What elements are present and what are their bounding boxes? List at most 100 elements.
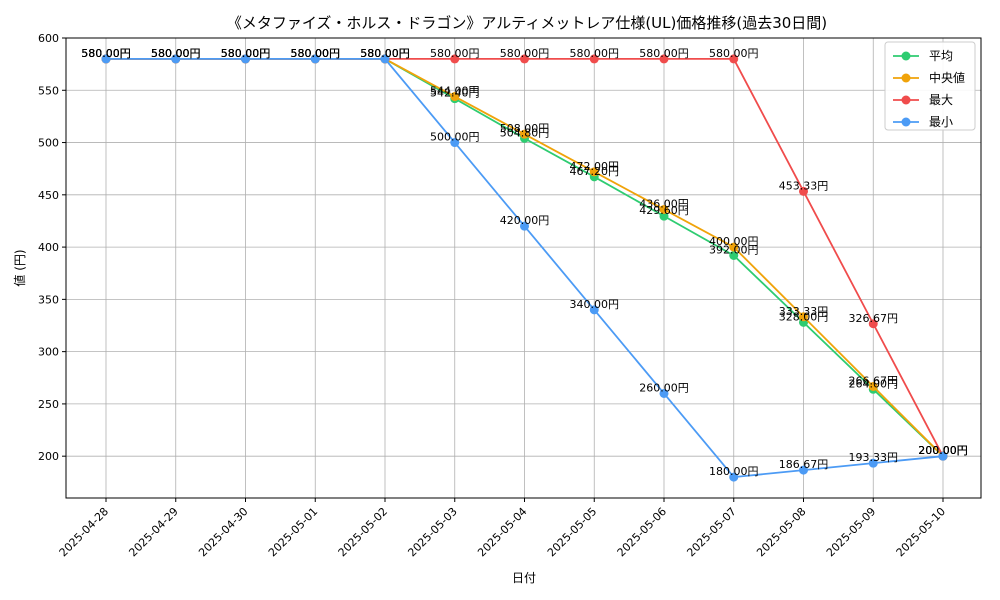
series-layer [101,54,948,482]
data-point [729,242,739,252]
y-tick-label: 450 [38,189,59,202]
x-tick-label: 2025-05-08 [754,505,808,559]
data-label: 200.00円 [918,444,968,457]
data-point [868,319,878,329]
data-label: 542.40円 [430,87,480,100]
x-tick-label: 2025-05-04 [475,505,529,559]
x-tick-label: 2025-05-06 [615,505,669,559]
data-point [520,54,529,64]
legend-item: 中央値 [893,70,965,85]
y-tick-label: 600 [38,32,59,45]
legend-label: 最小 [929,115,953,129]
data-label: 326.67円 [849,312,899,325]
x-axis-label: 日付 [512,571,536,585]
data-label: 580.00円 [360,47,410,60]
data-label: 580.00円 [570,47,620,60]
data-label: 508.00円 [500,122,550,135]
legend-marker [901,73,911,83]
legend-marker [901,117,911,127]
data-label: 504.80円 [500,126,550,139]
data-label: 580.00円 [639,47,689,60]
data-label: 429.60円 [639,204,689,217]
data-point [101,54,111,64]
data-label: 580.00円 [430,47,480,60]
data-label: 580.00円 [360,47,410,60]
data-point [450,54,460,64]
data-label: 580.00円 [151,47,201,60]
data-label: 580.00円 [81,47,131,60]
y-tick-label: 250 [38,398,59,411]
data-label: 453.33円 [779,179,829,192]
y-tick-label: 350 [38,293,59,306]
data-point [659,204,669,214]
data-label: 333.33円 [779,305,829,318]
x-tick-label: 2025-05-02 [336,505,390,559]
data-point [659,211,669,221]
data-point [799,186,808,196]
data-label: 580.00円 [500,47,550,60]
data-label: 472.00円 [570,160,620,173]
data-label: 580.00円 [291,47,341,60]
data-label: 580.00円 [360,47,410,60]
data-point [799,312,808,322]
x-tick-label: 2025-05-05 [545,505,599,559]
data-label: 500.00円 [430,131,480,144]
data-label: 580.00円 [291,47,341,60]
data-point [520,221,529,231]
data-label: 580.00円 [81,47,131,60]
y-tick-label: 500 [38,137,59,150]
data-label: 200.00円 [918,444,968,457]
data-label: 580.00円 [291,47,341,60]
data-point [938,451,948,461]
data-point [729,54,739,64]
y-tick-label: 200 [38,450,59,463]
data-label: 186.67円 [779,458,829,471]
data-point [589,305,599,315]
x-axis: 2025-04-28 2025-04-29 2025-04-30 2025-05-01… [57,498,948,559]
x-tick-label: 2025-05-10 [894,505,948,559]
data-label: 580.00円 [81,47,131,60]
y-axis: 200 250 300 350 400 450 500 550 600 [38,32,66,463]
y-tick-label: 550 [38,84,59,97]
data-label: 200.00円 [918,444,968,457]
data-point [241,54,250,64]
data-point [520,129,529,139]
x-tick-label: 2025-05-01 [266,505,320,559]
data-label: 544.00円 [430,85,480,98]
data-point [380,54,390,64]
data-label: 580.00円 [221,47,271,60]
data-point [589,167,599,177]
data-label: 580.00円 [151,47,201,60]
data-label: 400.00円 [709,235,759,248]
series-3 [101,54,948,482]
data-label: 580.00円 [221,47,271,60]
data-label: 467.20円 [570,165,620,178]
x-tick-label: 2025-04-30 [196,505,250,559]
data-label: 436.00円 [639,197,689,210]
data-label: 392.00円 [709,243,759,256]
data-point [450,138,460,148]
y-tick-label: 300 [38,346,59,359]
legend-item: 最小 [893,115,953,129]
data-label: 580.00円 [81,47,131,60]
data-label: 193.33円 [849,451,899,464]
legend-marker [901,95,911,105]
grid [66,37,981,498]
y-tick-label: 400 [38,241,59,254]
data-label: 180.00円 [709,465,759,478]
data-point [589,54,599,64]
data-label: 340.00円 [570,298,620,311]
data-label: 580.00円 [709,47,759,60]
data-point [799,465,808,475]
data-label: 580.00円 [360,47,410,60]
data-point [171,54,181,64]
data-label: 328.00円 [779,310,829,323]
data-label: 580.00円 [151,47,201,60]
plot-frame [65,37,982,499]
data-point [310,54,320,64]
data-label: 580.00円 [221,47,271,60]
x-tick-label: 2025-04-29 [126,505,180,559]
data-point [868,458,878,468]
